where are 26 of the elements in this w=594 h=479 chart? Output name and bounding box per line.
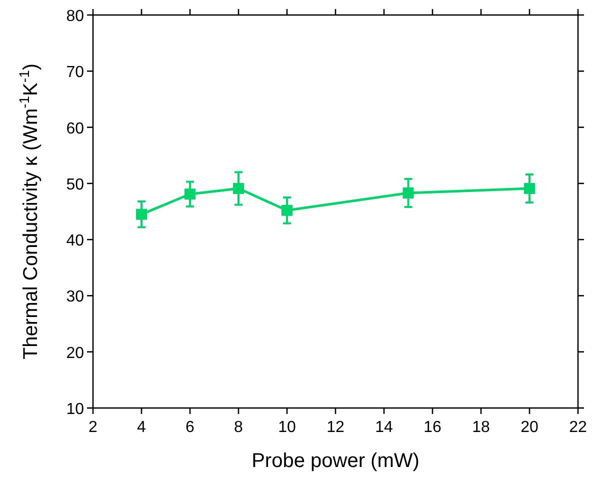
x-tick-label: 12 <box>326 419 344 436</box>
y-tick-label: 20 <box>66 344 84 362</box>
y-tick-label: 60 <box>66 120 84 138</box>
y-tick-label: 70 <box>66 64 84 82</box>
x-tick-label: 6 <box>186 419 195 436</box>
point <box>136 208 147 220</box>
x-tick-label: 18 <box>472 419 490 436</box>
x-tick-label: 2 <box>88 419 98 436</box>
point <box>233 182 244 194</box>
point <box>282 204 292 216</box>
y-tick-label: 40 <box>66 232 84 250</box>
y-tick-label: 50 <box>66 176 84 194</box>
x-tick-label: 20 <box>520 419 538 436</box>
y-tick-label: 10 <box>66 401 84 418</box>
x-tick-label: 4 <box>137 419 146 436</box>
point <box>524 182 535 194</box>
x-tick-label: 22 <box>569 419 587 436</box>
y-tick-label: 80 <box>66 8 84 25</box>
x-tick-label: 16 <box>424 419 442 436</box>
point <box>184 188 196 200</box>
point <box>402 187 414 198</box>
y-tick-label: 30 <box>66 288 84 306</box>
x-tick-label: 8 <box>234 419 244 436</box>
x-axis-title: Probe power (mW) <box>252 450 420 472</box>
x-tick-label: 10 <box>278 419 296 436</box>
x-tick-label: 14 <box>375 419 393 436</box>
